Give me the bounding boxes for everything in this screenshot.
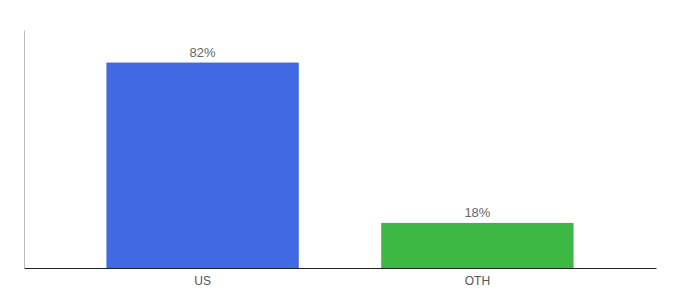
chart-container: US OTH 82% 18%	[0, 0, 680, 300]
x-axis: US OTH	[25, 269, 657, 288]
x-tick-label: OTH	[465, 274, 490, 288]
chart-svg: US OTH 82% 18%	[0, 0, 680, 300]
plot-area: US OTH 82% 18%	[25, 31, 657, 288]
x-axis-line	[25, 268, 657, 269]
data-label: 82%	[190, 45, 216, 60]
bar	[106, 63, 298, 268]
x-tick: US	[194, 274, 211, 288]
y-axis	[24, 31, 25, 269]
bars	[106, 63, 573, 268]
data-labels: 82% 18%	[190, 45, 491, 220]
y-axis-line	[24, 31, 25, 269]
x-tick-label: US	[194, 274, 211, 288]
x-tick: OTH	[465, 274, 490, 288]
data-label: 18%	[464, 205, 490, 220]
bar	[381, 223, 573, 268]
